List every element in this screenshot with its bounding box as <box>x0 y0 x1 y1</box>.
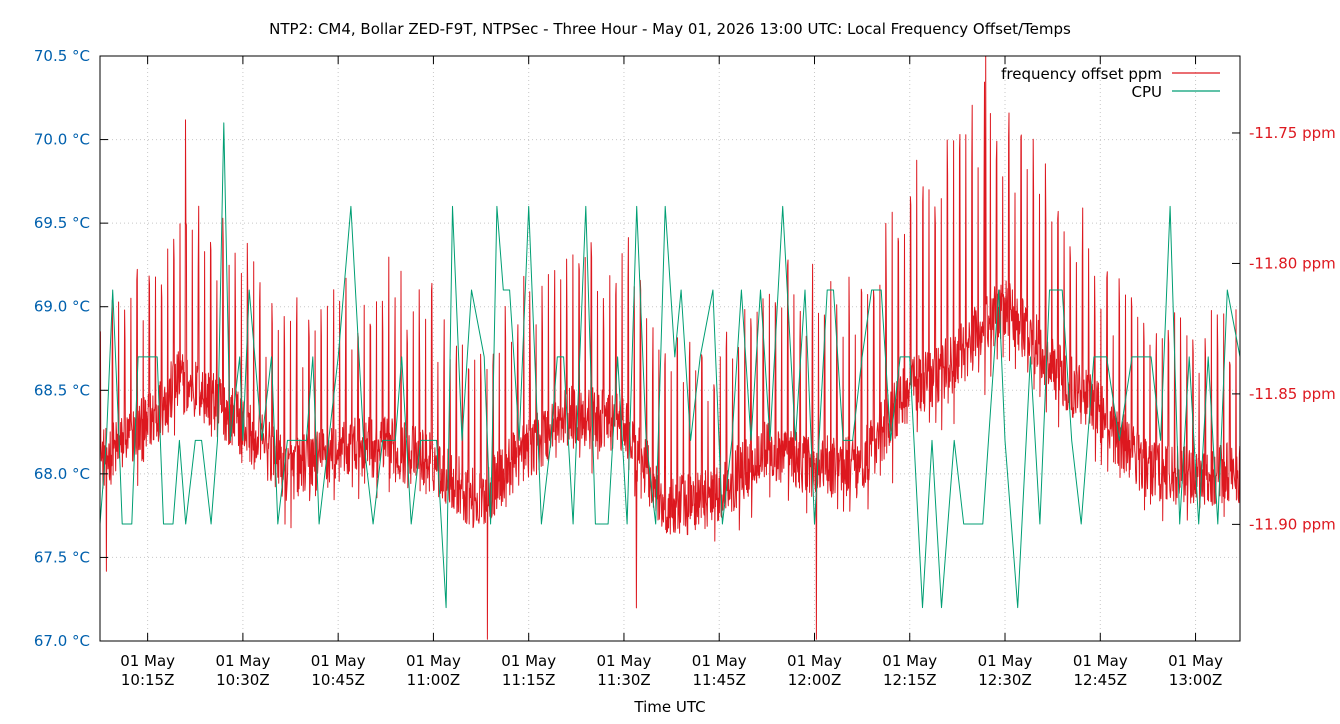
left-y-tick-label: 69.0 °C <box>34 298 90 316</box>
left-y-tick-label: 68.0 °C <box>34 465 90 483</box>
right-y-tick-label: -11.80 ppm <box>1249 254 1336 272</box>
x-tick-label-date: 01 May <box>692 652 747 670</box>
x-tick-label-date: 01 May <box>215 652 270 670</box>
x-tick-label-time: 11:15Z <box>502 671 556 689</box>
plot-series <box>99 55 1241 640</box>
x-axis-label: Time UTC <box>633 698 705 716</box>
x-tick-label-time: 10:30Z <box>216 671 270 689</box>
left-y-tick-label: 67.5 °C <box>34 548 90 566</box>
x-tick-label-date: 01 May <box>406 652 461 670</box>
right-y-tick-label: -11.85 ppm <box>1249 385 1336 403</box>
right-y-tick-label: -11.90 ppm <box>1249 515 1336 533</box>
left-y-axis: 67.0 °C 67.5 °C 68.0 °C 68.5 °C 69.0 °C 69.5 … <box>34 47 108 650</box>
x-tick-label-date: 01 May <box>978 652 1033 670</box>
x-tick-label-time: 12:30Z <box>978 671 1032 689</box>
legend-label-cpu: CPU <box>1132 83 1163 101</box>
x-tick-label-time: 12:15Z <box>883 671 937 689</box>
x-tick-label-time: 11:45Z <box>692 671 746 689</box>
left-y-tick-label: 70.5 °C <box>34 47 90 65</box>
left-y-tick-label: 68.5 °C <box>34 381 90 399</box>
x-tick-label-date: 01 May <box>311 652 366 670</box>
x-tick-label-date: 01 May <box>501 652 556 670</box>
cpu-temperature-line <box>99 122 1241 609</box>
x-tick-label-date: 01 May <box>597 652 652 670</box>
x-tick-label-time: 10:45Z <box>311 671 365 689</box>
x-tick-label-time: 11:00Z <box>407 671 461 689</box>
right-y-axis: -11.75 ppm -11.80 ppm -11.85 ppm -11.90 ppm <box>1232 124 1336 533</box>
left-y-tick-label: 70.0 °C <box>34 131 90 149</box>
x-tick-label-time: 12:45Z <box>1074 671 1128 689</box>
x-tick-label-date: 01 May <box>1168 652 1223 670</box>
legend: frequency offset ppm CPU <box>1001 65 1220 101</box>
x-tick-label-date: 01 May <box>787 652 842 670</box>
left-y-tick-label: 67.0 °C <box>34 632 90 650</box>
grid-lines <box>100 56 1240 641</box>
x-tick-label-date: 01 May <box>1073 652 1128 670</box>
x-tick-label-time: 11:30Z <box>597 671 651 689</box>
frequency-offset-line <box>99 55 1241 640</box>
x-tick-label-time: 10:15Z <box>121 671 175 689</box>
plot-frame <box>99 55 1241 642</box>
chart-title: NTP2: CM4, Bollar ZED-F9T, NTPSec - Thre… <box>269 20 1071 38</box>
right-y-tick-label: -11.75 ppm <box>1249 124 1336 142</box>
x-tick-label-date: 01 May <box>882 652 937 670</box>
legend-label-frequency: frequency offset ppm <box>1001 65 1162 83</box>
x-tick-label-time: 13:00Z <box>1169 671 1223 689</box>
left-y-tick-label: 69.5 °C <box>34 214 90 232</box>
x-tick-label-date: 01 May <box>120 652 175 670</box>
x-tick-label-time: 12:00Z <box>788 671 842 689</box>
